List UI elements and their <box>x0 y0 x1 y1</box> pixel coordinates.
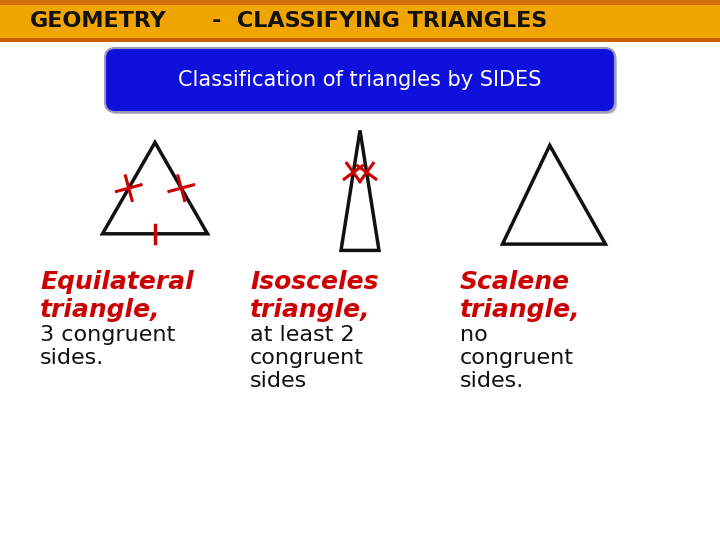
Text: 3 congruent
sides.: 3 congruent sides. <box>40 325 175 368</box>
FancyBboxPatch shape <box>105 48 615 112</box>
Text: Scalene
triangle,: Scalene triangle, <box>460 270 580 322</box>
Text: no
congruent
sides.: no congruent sides. <box>460 325 574 392</box>
Text: Isosceles
triangle,: Isosceles triangle, <box>250 270 379 322</box>
FancyBboxPatch shape <box>107 50 617 114</box>
Text: -  CLASSIFYING TRIANGLES: - CLASSIFYING TRIANGLES <box>212 11 548 31</box>
Polygon shape <box>0 0 720 42</box>
Text: Equilateral
triangle,: Equilateral triangle, <box>40 270 194 322</box>
Polygon shape <box>0 0 720 5</box>
Polygon shape <box>0 38 720 42</box>
Text: Classification of triangles by SIDES: Classification of triangles by SIDES <box>179 70 541 90</box>
Text: at least 2
congruent
sides: at least 2 congruent sides <box>250 325 364 392</box>
Text: GEOMETRY: GEOMETRY <box>30 11 167 31</box>
